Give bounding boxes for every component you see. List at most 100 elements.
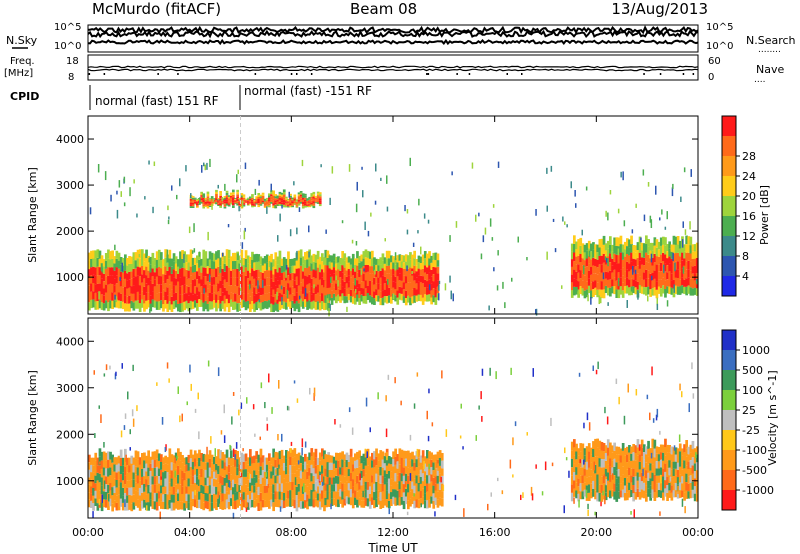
heatmap-cell xyxy=(600,247,604,256)
heatmap-cell xyxy=(318,204,322,207)
heatmap-cell xyxy=(189,484,193,493)
heatmap-cell xyxy=(294,477,297,486)
heatmap-cell xyxy=(674,269,678,278)
heatmap-cell xyxy=(383,498,387,506)
heatmap-cell xyxy=(268,199,271,202)
heatmap-cell xyxy=(634,460,638,469)
heatmap-cell xyxy=(295,478,299,487)
colorbar-tick-label: 24 xyxy=(742,170,756,183)
heatmap-cell xyxy=(383,477,387,485)
heatmap-cell xyxy=(204,251,208,260)
heatmap-cell xyxy=(421,450,425,458)
heatmap-cell xyxy=(301,457,305,465)
heatmap-cell xyxy=(428,475,431,484)
heatmap-cell xyxy=(168,456,172,466)
heatmap-cell xyxy=(198,275,201,284)
heatmap-cell xyxy=(153,258,157,266)
heatmap-cell xyxy=(621,259,625,268)
heatmap-cell xyxy=(98,291,100,300)
x-tick-label: 16:00 xyxy=(479,526,511,539)
heatmap-cell xyxy=(383,463,387,471)
heatmap-cell xyxy=(299,192,303,195)
heatmap-cell xyxy=(426,458,429,467)
heatmap-cell xyxy=(621,481,625,490)
heatmap-cell xyxy=(651,265,655,273)
heatmap-cell xyxy=(332,273,336,281)
heatmap-cell xyxy=(337,288,340,295)
heatmap-cell xyxy=(254,433,256,437)
heatmap-cell xyxy=(613,458,616,467)
heatmap-cell xyxy=(563,505,565,514)
heatmap-cell xyxy=(213,501,216,509)
heatmap-cell xyxy=(588,250,591,257)
heatmap-cell xyxy=(253,287,256,296)
heatmap-cell xyxy=(166,362,169,369)
heatmap-cell xyxy=(301,278,305,287)
heatmap-cell xyxy=(602,443,606,452)
heatmap-cell xyxy=(662,285,665,294)
heatmap-cell xyxy=(242,300,246,308)
heatmap-cell xyxy=(606,279,610,288)
heatmap-cell xyxy=(585,461,589,470)
heatmap-cell xyxy=(100,278,104,287)
heatmap-cell xyxy=(685,278,688,287)
heatmap-cell xyxy=(394,270,397,277)
heatmap-cell xyxy=(138,285,142,295)
heatmap-cell xyxy=(434,461,438,469)
heatmap-cell xyxy=(341,475,344,484)
heatmap-cell xyxy=(119,279,123,287)
heatmap-cell xyxy=(210,301,214,310)
heatmap-cell xyxy=(600,450,604,459)
heatmap-cell xyxy=(227,294,231,304)
heatmap-cell xyxy=(240,195,244,198)
heatmap-cell xyxy=(392,274,395,282)
heatmap-cell xyxy=(291,481,294,490)
heatmap-cell xyxy=(204,204,208,206)
heatmap-cell xyxy=(291,449,294,458)
colorbar-tick-label: 28 xyxy=(742,150,756,163)
heatmap-cell xyxy=(383,296,387,303)
heatmap-cell xyxy=(240,453,243,458)
colorbar-segment xyxy=(722,276,736,296)
heatmap-cell xyxy=(211,203,213,210)
heatmap-cell xyxy=(289,273,292,281)
heatmap-cell xyxy=(200,191,203,194)
heatmap-cell xyxy=(255,285,258,294)
heatmap-cell xyxy=(115,283,119,292)
heatmap-cell xyxy=(404,283,408,291)
heatmap-cell xyxy=(634,452,638,461)
heatmap-cell xyxy=(238,202,242,204)
heatmap-cell xyxy=(219,450,222,459)
heatmap-cell xyxy=(358,262,361,270)
heatmap-cell xyxy=(647,472,650,481)
heatmap-cell xyxy=(326,491,330,500)
heatmap-cell xyxy=(111,267,114,276)
heatmap-cell xyxy=(409,274,412,283)
heatmap-cell xyxy=(426,410,428,420)
heatmap-cell xyxy=(337,294,340,302)
heatmap-cell xyxy=(287,198,290,201)
heatmap-cell xyxy=(255,277,258,286)
heatmap-cell xyxy=(253,303,256,312)
heatmap-cell xyxy=(570,181,572,189)
heatmap-cell xyxy=(432,470,436,478)
heatmap-cell xyxy=(293,280,297,289)
heatmap-cell xyxy=(634,269,637,274)
heatmap-cell xyxy=(409,267,412,275)
heatmap-cell xyxy=(232,200,235,203)
heatmap-cell xyxy=(390,457,393,465)
heatmap-cell xyxy=(210,285,214,294)
x-tick-label: 08:00 xyxy=(275,526,307,539)
heatmap-cell xyxy=(377,460,380,468)
heatmap-cell xyxy=(185,501,189,509)
heatmap-cell xyxy=(276,468,280,476)
heatmap-cell xyxy=(115,495,119,503)
heatmap-cell xyxy=(151,283,155,292)
heatmap-cell xyxy=(259,204,263,206)
heatmap-cell xyxy=(362,490,364,498)
date-title: 13/Aug/2013 xyxy=(611,0,708,18)
heatmap-cell xyxy=(621,267,625,275)
heatmap-cell xyxy=(575,490,578,499)
heatmap-cell xyxy=(598,295,600,305)
heatmap-cell xyxy=(198,499,201,508)
